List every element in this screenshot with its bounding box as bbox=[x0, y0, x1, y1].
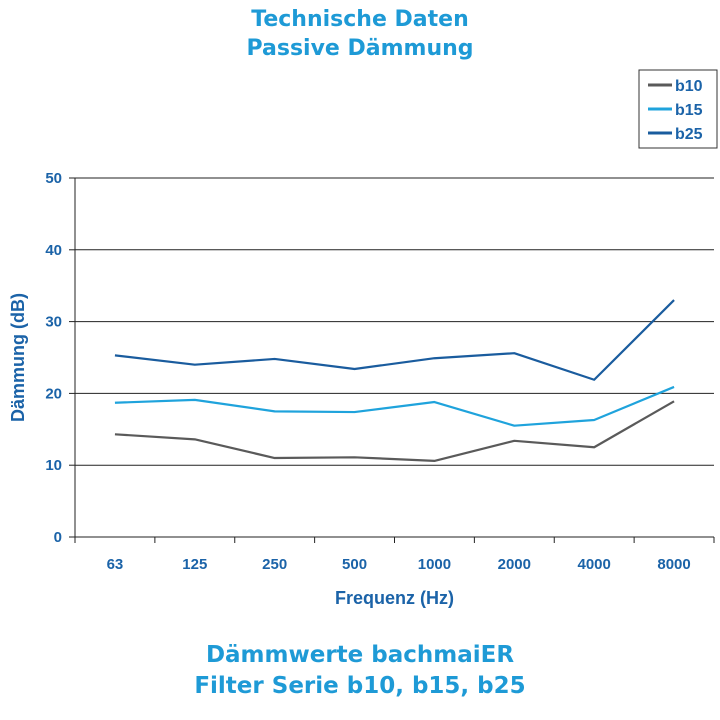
series-line-b15 bbox=[114, 385, 675, 427]
x-tick-label: 8000 bbox=[657, 556, 690, 573]
legend-label-b15: b15 bbox=[675, 102, 703, 119]
x-tick-label: 4000 bbox=[578, 556, 611, 573]
legend-label-b25: b25 bbox=[675, 126, 703, 143]
y-tick-label: 20 bbox=[45, 385, 62, 402]
title-line-1: Technische Daten bbox=[251, 7, 469, 32]
chart-caption: Dämmwerte bachmaiER Filter Serie b10, b1… bbox=[0, 640, 720, 702]
y-tick-label: 30 bbox=[45, 314, 62, 331]
x-tick-label: 2000 bbox=[498, 556, 531, 573]
y-tick-label: 10 bbox=[45, 457, 62, 474]
y-tick-label: 50 bbox=[45, 170, 62, 187]
x-axis-label: Frequenz (Hz) bbox=[335, 588, 454, 608]
x-tick-label: 63 bbox=[107, 556, 124, 573]
y-axis-label: Dämmung (dB) bbox=[8, 293, 28, 422]
caption-line-2: Filter Serie b10, b15, b25 bbox=[194, 673, 526, 699]
x-tick-label: 500 bbox=[342, 556, 367, 573]
legend-label-b10: b10 bbox=[675, 78, 703, 95]
title-line-2: Passive Dämmung bbox=[246, 36, 474, 61]
x-tick-label: 250 bbox=[262, 556, 287, 573]
y-tick-label: 0 bbox=[54, 529, 62, 546]
chart-title: Technische Daten Passive Dämmung bbox=[0, 5, 720, 63]
caption-line-1: Dämmwerte bachmaiER bbox=[205, 642, 515, 668]
y-tick-label: 40 bbox=[45, 242, 62, 259]
series-line-b25 bbox=[114, 299, 675, 381]
x-tick-label: 1000 bbox=[418, 556, 451, 573]
series-line-b10 bbox=[114, 400, 675, 462]
x-tick-label: 125 bbox=[182, 556, 207, 573]
